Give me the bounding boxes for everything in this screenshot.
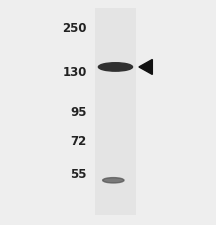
Text: 72: 72	[70, 135, 87, 148]
Text: 250: 250	[62, 22, 87, 35]
Bar	[95, 8, 136, 215]
Ellipse shape	[103, 178, 124, 183]
Text: 130: 130	[62, 66, 87, 79]
Text: 95: 95	[70, 106, 87, 119]
Ellipse shape	[98, 63, 133, 71]
Polygon shape	[139, 59, 152, 74]
Text: 55: 55	[70, 168, 87, 181]
